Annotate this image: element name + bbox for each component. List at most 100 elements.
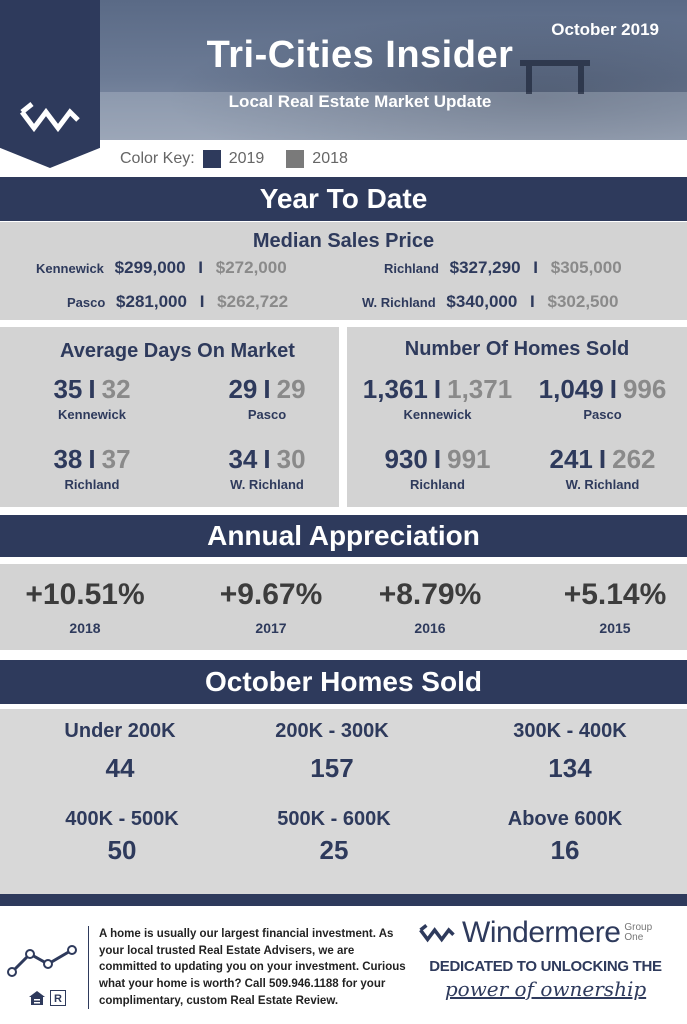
homes-count: 50 — [107, 835, 137, 865]
appreciation-2016: +8.79% 2016 — [345, 578, 515, 636]
appreciation-year: 2016 — [414, 620, 446, 636]
page-subtitle: Local Real Estate Market Update — [228, 92, 492, 111]
days-on-market-panel — [0, 327, 339, 507]
median-row-kennewick: Kennewick $299,000 I $272,000 — [36, 258, 287, 278]
appreciation-2015: +5.14% 2015 — [530, 578, 687, 636]
homes-count: 157 — [310, 753, 354, 783]
homes-sold-title: Number Of Homes Sold — [404, 338, 630, 360]
median-row-pasco: Pasco $281,000 I $262,722 — [67, 292, 288, 312]
median-price-panel — [0, 222, 687, 320]
value-2018: 1,371 — [447, 374, 513, 404]
homes-count: 16 — [550, 835, 580, 865]
october-above-600k: Above 600K 16 — [465, 808, 665, 866]
equal-housing-icon — [29, 991, 45, 1005]
city-label: Kennewick — [58, 407, 126, 422]
separator: I — [88, 444, 96, 474]
separator: I — [533, 258, 539, 277]
value-2018: 32 — [101, 374, 131, 404]
color-key: Color Key: 2019 2018 — [120, 148, 348, 170]
homes-sold-panel — [347, 327, 687, 507]
appreciation-2018: +10.51% 2018 — [0, 578, 170, 636]
city-label: Richland — [410, 477, 465, 492]
appreciation-percent: +9.67% — [219, 578, 323, 611]
swatch-2019 — [202, 150, 221, 168]
trend-line-icon — [7, 945, 77, 977]
city-label: W. Richland — [230, 477, 304, 492]
brand-name: Windermere — [462, 916, 621, 949]
sold-kennewick: 1,361 I 1,371 Kennewick — [360, 374, 515, 422]
price-range: 400K - 500K — [65, 808, 179, 830]
realtor-icon: R — [50, 990, 66, 1006]
value-2018: 29 — [276, 374, 306, 404]
city-label: W. Richland — [362, 295, 436, 310]
city-label: W. Richland — [565, 477, 640, 492]
value-2018: 37 — [101, 444, 131, 474]
value-2018: $305,000 — [550, 258, 622, 277]
appreciation-2017: +9.67% 2017 — [186, 578, 356, 636]
section-year-to-date: Year To Date — [0, 177, 687, 221]
appreciation-year: 2015 — [599, 620, 631, 636]
price-range: 300K - 400K — [513, 720, 627, 742]
days-richland: 38 I 37 Richland — [22, 444, 162, 492]
separator: I — [263, 444, 271, 474]
price-range: 500K - 600K — [277, 808, 391, 830]
value-2019: 1,361 — [362, 374, 428, 404]
value-2018: 991 — [447, 444, 491, 474]
value-2019: $340,000 — [446, 292, 518, 311]
days-pasco: 29 I 29 Pasco — [197, 374, 337, 422]
section-title: October Homes Sold — [205, 666, 482, 697]
background-photo-horizon — [100, 92, 687, 140]
color-key-label: Color Key: — [120, 150, 195, 167]
october-400k-500k: 400K - 500K 50 — [22, 808, 222, 866]
sold-w-richland: 241 I 262 W. Richland — [525, 444, 680, 492]
value-2019: 1,049 — [538, 374, 604, 404]
color-key-2018: 2018 — [312, 150, 348, 167]
section-title: Year To Date — [259, 183, 428, 214]
appreciation-percent: +8.79% — [378, 578, 482, 611]
city-label: Pasco — [67, 295, 106, 310]
windermere-w-logo-icon — [20, 102, 80, 133]
brand-tagline-script: power of ownership — [444, 977, 647, 1001]
city-label: Pasco — [247, 407, 287, 422]
logo-flag — [0, 0, 100, 168]
value-2019: 34 — [228, 444, 258, 474]
brand-block: Windermere Group One DEDICATED TO UNLOCK… — [418, 916, 673, 1001]
separator: I — [530, 292, 535, 311]
october-200k-300k: 200K - 300K 157 — [232, 720, 432, 784]
value-2019: 35 — [53, 374, 83, 404]
header-banner — [0, 0, 687, 140]
report-date: October 2019 — [551, 20, 659, 39]
city-label: Kennewick — [36, 261, 104, 276]
separator: I — [609, 374, 617, 404]
homes-count: 134 — [548, 753, 592, 783]
separator: I — [263, 374, 271, 404]
brand-group-label: Group One — [624, 922, 652, 944]
value-2019: 29 — [228, 374, 258, 404]
svg-text:R: R — [54, 993, 62, 1005]
days-w-richland: 34 I 30 W. Richland — [197, 444, 337, 492]
value-2019: 241 — [549, 444, 593, 474]
value-2018: 30 — [276, 444, 306, 474]
value-2019: $327,290 — [449, 258, 521, 277]
appreciation-year: 2018 — [69, 620, 101, 636]
background-photo-bench — [520, 60, 590, 94]
october-bottom-rule — [0, 894, 687, 906]
value-2019: $299,000 — [114, 258, 186, 277]
section-title: Annual Appreciation — [207, 520, 480, 551]
brand-tagline: DEDICATED TO UNLOCKING THE — [429, 958, 662, 975]
homes-count: 25 — [319, 835, 349, 865]
separator: I — [598, 444, 607, 474]
october-panel — [0, 709, 687, 894]
appreciation-panel — [0, 564, 687, 650]
october-under-200k: Under 200K 44 — [20, 720, 220, 784]
appreciation-percent: +10.51% — [25, 578, 145, 611]
brand-group-line2: One — [624, 932, 644, 943]
value-2018: $302,500 — [547, 292, 619, 311]
price-range: Above 600K — [507, 808, 623, 830]
sold-pasco: 1,049 I 996 Pasco — [525, 374, 680, 422]
appreciation-year: 2017 — [255, 620, 287, 636]
section-october-homes-sold: October Homes Sold — [0, 660, 687, 704]
city-label: Richland — [384, 261, 439, 276]
color-key-2019: 2019 — [228, 150, 265, 167]
separator: I — [433, 374, 442, 404]
